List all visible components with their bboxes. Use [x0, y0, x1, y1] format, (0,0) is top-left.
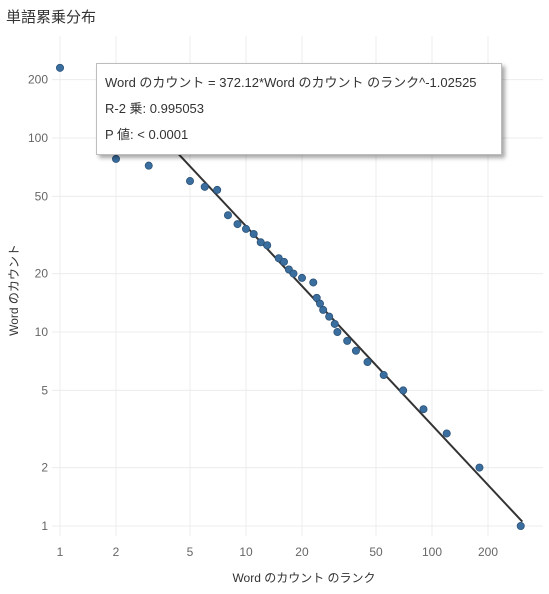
data-point [363, 358, 372, 367]
x-axis-label: Word のカウント のランク [232, 571, 375, 585]
tooltip-p-value: P 値: < 0.0001 [105, 127, 189, 142]
x-tick-label: 20 [295, 545, 309, 559]
data-point [475, 463, 484, 472]
data-point [289, 269, 298, 278]
x-tick-label: 100 [422, 545, 442, 559]
x-tick-label: 50 [369, 545, 383, 559]
data-point [330, 319, 339, 328]
data-point [249, 230, 258, 239]
data-point [379, 371, 388, 380]
x-tick-label: 2 [113, 545, 120, 559]
data-point [213, 185, 222, 194]
data-point [241, 224, 250, 233]
data-point [263, 241, 272, 250]
y-tick-label: 2 [41, 461, 48, 475]
y-tick-label: 100 [28, 131, 48, 145]
data-point [256, 238, 265, 247]
y-axis-label: Word のカウント [7, 244, 21, 336]
x-axis-ticks: 1 2 5 10 20 50 100 200 [57, 545, 499, 559]
data-point [351, 346, 360, 355]
y-tick-label: 20 [35, 267, 49, 281]
data-point [333, 327, 342, 336]
x-tick-label: 200 [478, 545, 498, 559]
x-tick-label: 5 [187, 545, 194, 559]
y-tick-label: 50 [35, 189, 49, 203]
data-point [233, 220, 242, 229]
trend-line-tooltip: Word のカウント = 372.12*Word のカウント のランク^-1.0… [96, 63, 502, 155]
data-point [297, 273, 306, 282]
chart-title: 単語累乗分布 [6, 9, 97, 26]
x-tick-label: 10 [239, 545, 253, 559]
y-tick-label: 10 [35, 325, 49, 339]
x-tick-label: 1 [57, 545, 64, 559]
y-tick-label: 200 [28, 73, 48, 87]
data-points [56, 63, 525, 531]
y-tick-label: 1 [41, 519, 48, 533]
data-point [111, 154, 120, 163]
data-point [186, 177, 195, 186]
data-point [399, 386, 408, 395]
data-point [279, 257, 288, 266]
tooltip-r-squared: R-2 乗: 0.995053 [105, 101, 205, 116]
data-point [316, 299, 325, 308]
tooltip-equation: Word のカウント = 372.12*Word のカウント のランク^-1.0… [105, 75, 477, 90]
data-point [144, 161, 153, 170]
y-tick-label: 5 [41, 383, 48, 397]
data-point [516, 522, 525, 531]
data-point [309, 278, 318, 287]
data-point [325, 312, 334, 321]
data-point [319, 305, 328, 314]
data-point [442, 429, 451, 438]
data-point [419, 405, 428, 414]
data-point [200, 182, 209, 191]
data-point [223, 211, 232, 220]
y-axis-ticks: 1 2 5 10 20 50 100 200 [28, 73, 48, 533]
data-point [343, 336, 352, 345]
data-point [56, 63, 65, 72]
